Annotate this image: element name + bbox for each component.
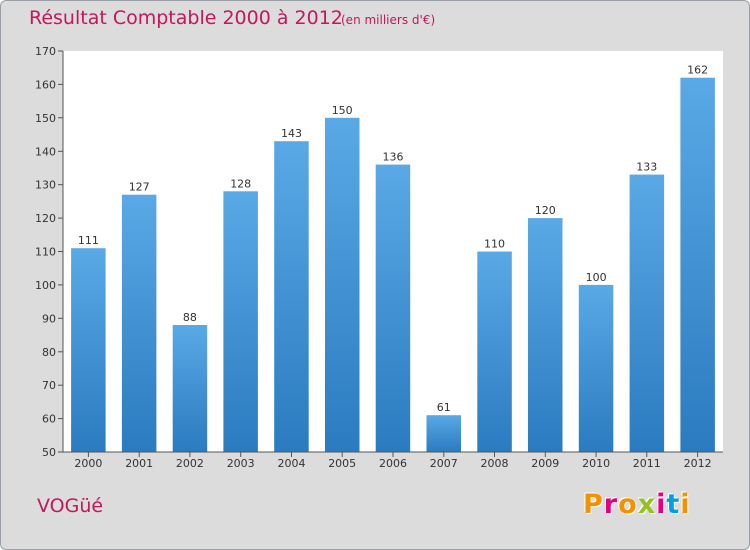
chart-subtitle: (en milliers d'€) [341, 13, 436, 27]
value-label-2011: 133 [636, 161, 657, 174]
bar-2011 [629, 174, 665, 452]
y-tick-label-130: 130 [35, 179, 56, 192]
x-tick-label-2001: 2001 [125, 457, 153, 470]
bar-2007 [426, 415, 461, 452]
value-label-2005: 150 [332, 104, 353, 117]
bar-2012 [680, 77, 715, 452]
y-tick-label-140: 140 [35, 145, 56, 158]
y-tick-label-80: 80 [42, 346, 56, 359]
bar-2006 [375, 164, 411, 452]
x-tick-label-2002: 2002 [176, 457, 204, 470]
value-label-2009: 120 [535, 204, 556, 217]
y-tick-label-60: 60 [42, 413, 56, 426]
y-tick-label-70: 70 [42, 379, 56, 392]
x-tick-label-2003: 2003 [227, 457, 255, 470]
bar-2000 [71, 248, 106, 452]
commune-name: VOGüé [37, 495, 104, 517]
proxiti-logo: Proxiti [583, 489, 691, 520]
y-tick-label-90: 90 [42, 312, 56, 325]
bar-2008 [477, 251, 512, 452]
bar-2004 [274, 141, 309, 452]
y-tick-label-120: 120 [35, 212, 56, 225]
x-tick-label-2012: 2012 [684, 457, 712, 470]
y-tick-label-110: 110 [35, 246, 56, 259]
value-label-2003: 128 [230, 177, 251, 190]
y-tick-label-160: 160 [35, 78, 56, 91]
value-label-2002: 88 [183, 311, 197, 324]
y-tick-label-50: 50 [42, 446, 56, 459]
chart-title: Résultat Comptable 2000 à 2012 [29, 7, 343, 29]
x-tick-label-2004: 2004 [278, 457, 306, 470]
x-tick-label-2000: 2000 [74, 457, 102, 470]
value-label-2012: 162 [687, 64, 708, 77]
x-tick-label-2008: 2008 [481, 457, 509, 470]
value-label-2000: 111 [78, 234, 99, 247]
bar-2003 [223, 191, 258, 453]
value-label-2010: 100 [586, 271, 607, 284]
x-tick-label-2006: 2006 [379, 457, 407, 470]
x-tick-label-2009: 2009 [531, 457, 559, 470]
bar-2009 [528, 218, 563, 452]
y-tick-label-150: 150 [35, 112, 56, 125]
x-tick-label-2005: 2005 [328, 457, 356, 470]
value-label-2004: 143 [281, 127, 302, 140]
y-tick-label-170: 170 [35, 45, 56, 58]
x-tick-label-2011: 2011 [633, 457, 661, 470]
x-tick-label-2010: 2010 [582, 457, 610, 470]
value-label-2001: 127 [129, 181, 150, 194]
value-label-2006: 136 [383, 151, 404, 164]
value-label-2008: 110 [484, 238, 505, 251]
x-tick-label-2007: 2007 [430, 457, 458, 470]
value-label-2007: 61 [437, 401, 451, 414]
bar-2010 [578, 284, 614, 452]
bar-2005 [325, 117, 360, 453]
bar-2001 [121, 194, 157, 452]
y-tick-label-100: 100 [35, 279, 56, 292]
bar-2002 [172, 325, 208, 452]
